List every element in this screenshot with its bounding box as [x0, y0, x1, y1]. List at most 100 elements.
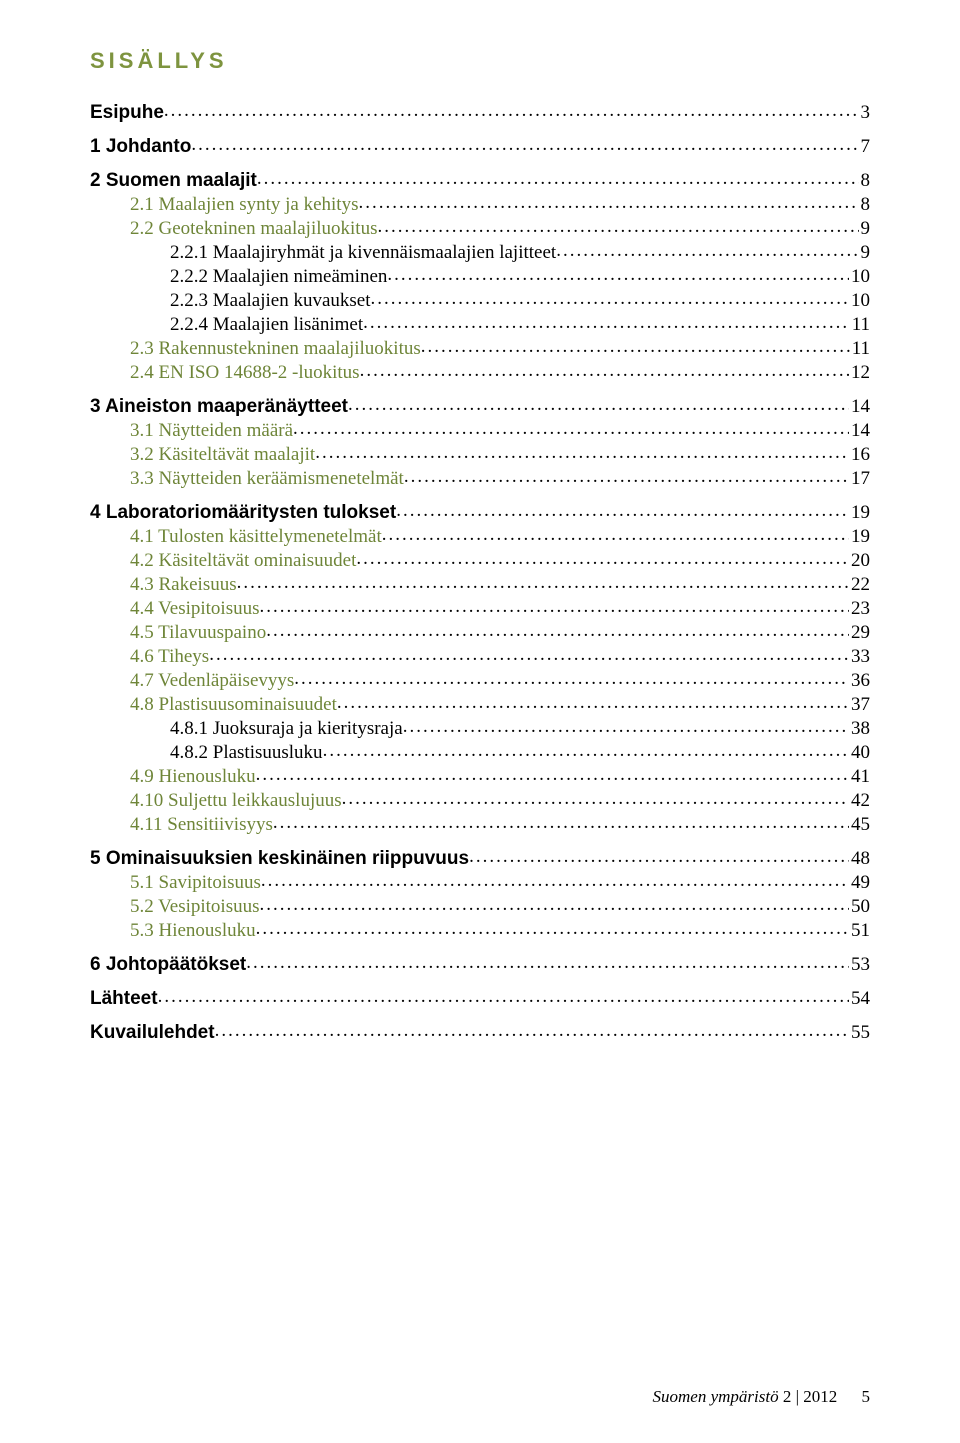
toc-entry: 4.8.2 Plastisuusluku....................… — [170, 742, 870, 764]
toc-entry: 4.9 Hienousluku.........................… — [130, 766, 870, 788]
toc-leader-dots: ........................................… — [273, 814, 849, 834]
toc-entry-label: 5.2 Vesipitoisuus — [130, 896, 260, 918]
toc-entry: 4.7 Vedenläpäisevyys....................… — [130, 670, 870, 692]
toc-entry-label: 2.2.2 Maalajien nimeäminen — [170, 266, 387, 288]
toc-leader-dots: ........................................… — [358, 194, 858, 214]
toc-entry-page: 42 — [849, 790, 870, 812]
toc-leader-dots: ........................................… — [323, 742, 849, 762]
toc-entry: 4.8 Plastisuusominaisuudet..............… — [130, 694, 870, 716]
toc-entry-label: 4.8.1 Juoksuraja ja kieritysraja — [170, 718, 403, 740]
toc-entry-label: 2.2.3 Maalajien kuvaukset — [170, 290, 371, 312]
toc-entry-label: 3.2 Käsiteltävät maalajit — [130, 444, 315, 466]
toc-entry-label: 4.4 Vesipitoisuus — [130, 598, 260, 620]
toc-leader-dots: ........................................… — [396, 502, 849, 522]
toc-entry-label: 4.11 Sensitiivisyys — [130, 814, 273, 836]
toc-leader-dots: ........................................… — [158, 988, 849, 1008]
toc-entry-page: 9 — [859, 242, 871, 264]
toc-entry-page: 23 — [849, 598, 870, 620]
toc-entry-page: 11 — [850, 338, 870, 360]
toc-leader-dots: ........................................… — [356, 550, 849, 570]
toc-entry-label: 2.1 Maalajien synty ja kehitys — [130, 194, 358, 216]
toc-entry-label: Esipuhe — [90, 102, 164, 124]
toc-entry-page: 45 — [849, 814, 870, 836]
toc-entry-page: 19 — [849, 502, 870, 524]
toc-entry: 2 Suomen maalajit.......................… — [90, 170, 870, 192]
toc-leader-dots: ........................................… — [256, 920, 849, 940]
toc-entry: 1 Johdanto..............................… — [90, 136, 870, 158]
toc-leader-dots: ........................................… — [164, 102, 859, 122]
toc-entry-label: 2.4 EN ISO 14688-2 -luokitus — [130, 362, 360, 384]
toc-entry-label: 4.3 Rakeisuus — [130, 574, 237, 596]
toc-entry-label: 3.3 Näytteiden keräämismenetelmät — [130, 468, 404, 490]
toc-entry-page: 7 — [859, 136, 871, 158]
toc-entry-page: 8 — [859, 170, 871, 192]
toc-entry-page: 50 — [849, 896, 870, 918]
toc-entry-label: 4.6 Tiheys — [130, 646, 209, 668]
toc-entry-page: 3 — [859, 102, 871, 124]
toc-entry: 3.3 Näytteiden keräämismenetelmät.......… — [130, 468, 870, 490]
toc-entry: 2.2.2 Maalajien nimeäminen..............… — [170, 266, 870, 288]
toc-entry: 5.2 Vesipitoisuus.......................… — [130, 896, 870, 918]
toc-leader-dots: ........................................… — [246, 954, 849, 974]
toc-entry: Kuvailulehdet...........................… — [90, 1022, 870, 1044]
toc-leader-dots: ........................................… — [266, 622, 849, 642]
toc-leader-dots: ........................................… — [387, 266, 849, 286]
toc-entry-page: 54 — [849, 988, 870, 1010]
toc-entry-label: 5.1 Savipitoisuus — [130, 872, 261, 894]
toc-entry: 2.4 EN ISO 14688-2 -luokitus............… — [130, 362, 870, 384]
toc-entry-label: 1 Johdanto — [90, 136, 191, 158]
toc-entry-label: 2.2.4 Maalajien lisänimet — [170, 314, 363, 336]
toc-leader-dots: ........................................… — [403, 718, 849, 738]
toc-entry: 5.3 Hienousluku.........................… — [130, 920, 870, 942]
toc-entry-page: 41 — [849, 766, 870, 788]
toc-entry-page: 8 — [859, 194, 871, 216]
toc-entry-page: 38 — [849, 718, 870, 740]
toc-entry: 2.2.3 Maalajien kuvaukset...............… — [170, 290, 870, 312]
toc-leader-dots: ........................................… — [209, 646, 849, 666]
footer-issue: 2 | 2012 — [783, 1387, 837, 1406]
toc-entry-page: 48 — [849, 848, 870, 870]
toc-entry-label: 3 Aineiston maaperänäytteet — [90, 396, 348, 418]
toc-entry-page: 49 — [849, 872, 870, 894]
toc-entry: 2.2 Geotekninen maalajiluokitus.........… — [130, 218, 870, 240]
toc-leader-dots: ........................................… — [261, 872, 849, 892]
toc-leader-dots: ........................................… — [257, 170, 859, 190]
toc-entry: 5.1 Savipitoisuus.......................… — [130, 872, 870, 894]
toc-entry-page: 33 — [849, 646, 870, 668]
toc-leader-dots: ........................................… — [421, 338, 850, 358]
toc-entry-page: 22 — [849, 574, 870, 596]
toc-entry-page: 9 — [859, 218, 871, 240]
toc-leader-dots: ........................................… — [294, 670, 849, 690]
footer-page-number: 5 — [862, 1387, 871, 1406]
toc-leader-dots: ........................................… — [360, 362, 849, 382]
toc-entry-label: Kuvailulehdet — [90, 1022, 215, 1044]
toc-leader-dots: ........................................… — [191, 136, 858, 156]
toc-entry: 4.3 Rakeisuus...........................… — [130, 574, 870, 596]
toc-entry-page: 10 — [849, 266, 870, 288]
toc-entry-label: 4.2 Käsiteltävät ominaisuudet — [130, 550, 356, 572]
toc-entry-label: 4 Laboratoriomääritysten tulokset — [90, 502, 396, 524]
toc-title: SISÄLLYS — [90, 48, 870, 74]
toc-entry-page: 51 — [849, 920, 870, 942]
toc-leader-dots: ........................................… — [371, 290, 849, 310]
footer-journal: Suomen ympäristö — [653, 1387, 779, 1406]
toc-entry-page: 14 — [849, 420, 870, 442]
toc-entry-label: 4.5 Tilavuuspaino — [130, 622, 266, 644]
toc-entry-label: 5.3 Hienousluku — [130, 920, 256, 942]
toc-entry-label: 3.1 Näytteiden määrä — [130, 420, 293, 442]
toc-entry-page: 36 — [849, 670, 870, 692]
toc-entry: 2.2.1 Maalajiryhmät ja kivennäismaalajie… — [170, 242, 870, 264]
toc-entry-label: 6 Johtopäätökset — [90, 954, 246, 976]
toc-entry: 4 Laboratoriomääritysten tulokset.......… — [90, 502, 870, 524]
toc-entry: 4.11 Sensitiivisyys.....................… — [130, 814, 870, 836]
toc-leader-dots: ........................................… — [293, 420, 849, 440]
toc-entry: 2.1 Maalajien synty ja kehitys..........… — [130, 194, 870, 216]
toc-leader-dots: ........................................… — [260, 598, 849, 618]
toc-entry: 4.6 Tiheys..............................… — [130, 646, 870, 668]
toc-leader-dots: ........................................… — [404, 468, 849, 488]
toc-entry-label: 4.9 Hienousluku — [130, 766, 256, 788]
toc-entry-label: 5 Ominaisuuksien keskinäinen riippuvuus — [90, 848, 469, 870]
toc-entry: 3.2 Käsiteltävät maalajit...............… — [130, 444, 870, 466]
toc-entry: Esipuhe.................................… — [90, 102, 870, 124]
toc-entry-label: 2 Suomen maalajit — [90, 170, 257, 192]
